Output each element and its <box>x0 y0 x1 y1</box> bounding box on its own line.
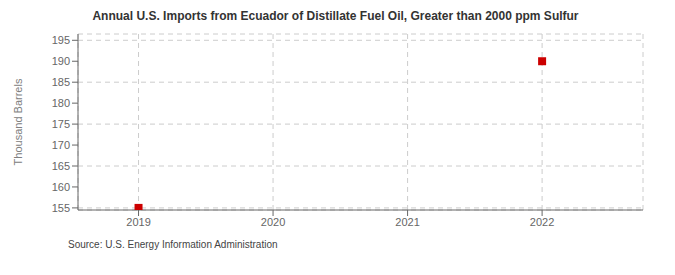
svg-text:170: 170 <box>52 139 70 151</box>
svg-text:190: 190 <box>52 55 70 67</box>
html-text:Source: U.S. Energy Informatio: Source: U.S. Energy Information Administ… <box>68 239 278 250</box>
svg-text:160: 160 <box>52 181 70 193</box>
svg-text:2019: 2019 <box>126 216 150 228</box>
svg-text:2021: 2021 <box>395 216 419 228</box>
svg-text:Thousand Barrels: Thousand Barrels <box>12 78 24 165</box>
svg-text:165: 165 <box>52 160 70 172</box>
svg-text:2020: 2020 <box>261 216 285 228</box>
svg-text:175: 175 <box>52 118 70 130</box>
svg-text:155: 155 <box>52 202 70 214</box>
svg-text:2022: 2022 <box>530 216 554 228</box>
html-text:Annual U.S. Imports from Ecuad: Annual U.S. Imports from Ecuador of Dist… <box>92 9 579 23</box>
svg-text:185: 185 <box>52 76 70 88</box>
svg-text:180: 180 <box>52 97 70 109</box>
svg-text:195: 195 <box>52 34 70 46</box>
